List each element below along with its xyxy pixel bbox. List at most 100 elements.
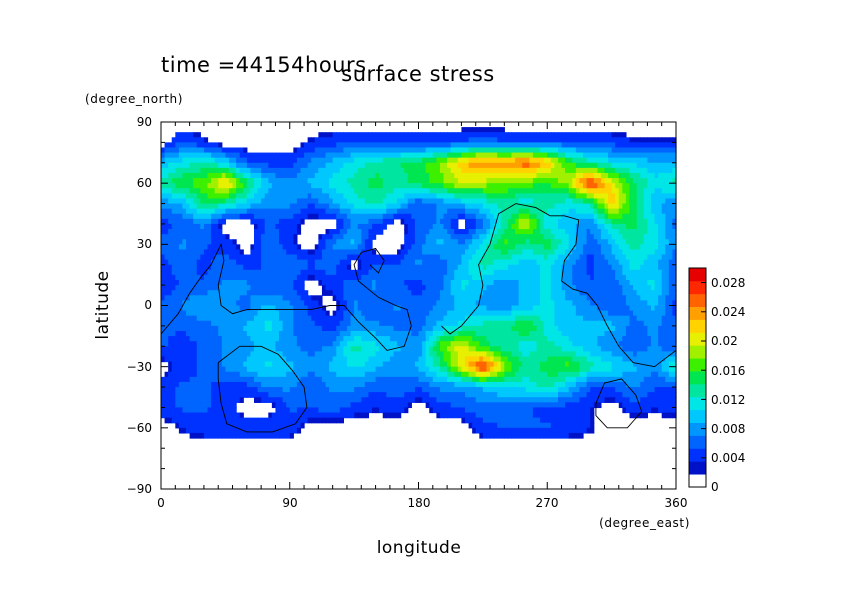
stress-cell: [650, 152, 656, 159]
stress-cell: [672, 305, 677, 312]
stress-cell: [575, 188, 581, 194]
stress-cell: [325, 249, 330, 256]
stress-cell: [593, 234, 598, 240]
stress-cell: [672, 147, 677, 154]
stress-cell: [200, 183, 205, 189]
stress-cell: [304, 208, 309, 215]
stress-cell: [525, 218, 530, 225]
stress-cell: [411, 274, 416, 281]
stress-cell: [443, 183, 448, 189]
stress-cell: [189, 132, 194, 138]
stress-cell: [336, 229, 341, 235]
stress-cell: [550, 300, 556, 307]
stress-cell: [600, 142, 606, 149]
stress-cell: [432, 290, 437, 296]
stress-cell: [493, 285, 498, 291]
stress-cell: [300, 310, 305, 317]
stress-cell: [325, 188, 330, 194]
stress-cell: [214, 178, 219, 184]
stress-cell: [540, 183, 545, 189]
stress-cell: [515, 213, 520, 220]
stress-cell: [268, 193, 273, 200]
stress-cell: [175, 239, 180, 245]
stress-cell: [314, 142, 319, 149]
stress-cell: [268, 305, 273, 312]
stress-cell: [625, 198, 631, 205]
stress-cell: [504, 259, 509, 266]
stress-cell: [572, 203, 577, 210]
stress-cell: [332, 269, 337, 276]
stress-cell: [650, 162, 656, 169]
stress-cell: [339, 274, 344, 281]
stress-cell: [611, 178, 616, 184]
stress-cell: [622, 183, 627, 189]
stress-cell: [307, 254, 312, 261]
stress-cell: [182, 295, 187, 302]
stress-cell: [357, 167, 362, 174]
stress-cell: [289, 157, 294, 164]
stress-cell: [557, 295, 563, 302]
stress-cell: [547, 152, 552, 159]
stress-cell: [161, 234, 166, 240]
stress-cell: [583, 178, 588, 184]
stress-cell: [329, 142, 334, 149]
stress-cell: [557, 259, 563, 266]
stress-cell: [468, 167, 473, 174]
stress-cell: [461, 178, 466, 184]
stress-cell: [243, 178, 248, 184]
stress-cell: [493, 213, 498, 220]
stress-cell: [511, 254, 516, 261]
stress-cell: [550, 244, 556, 251]
stress-cell: [500, 305, 505, 312]
stress-cell: [279, 213, 284, 220]
stress-cell: [554, 183, 559, 189]
stress-cell: [547, 213, 552, 220]
stress-cell: [304, 188, 309, 194]
stress-cell: [221, 274, 226, 281]
stress-cell: [629, 310, 634, 317]
stress-cell: [454, 203, 459, 210]
stress-cell: [547, 244, 552, 251]
stress-cell: [379, 274, 384, 281]
stress-cell: [572, 310, 577, 317]
stress-cell: [572, 213, 577, 220]
stress-cell: [414, 213, 420, 220]
stress-cell: [475, 132, 480, 138]
stress-cell: [482, 290, 488, 296]
stress-cell: [397, 193, 402, 200]
stress-cell: [579, 162, 584, 169]
stress-cell: [650, 280, 656, 286]
stress-cell: [311, 203, 316, 210]
stress-cell: [661, 259, 666, 266]
stress-cell: [597, 264, 602, 271]
stress-cell: [654, 285, 659, 291]
stress-cell: [572, 280, 577, 286]
stress-cell: [625, 218, 631, 225]
stress-cell: [382, 172, 387, 179]
stress-cell: [275, 234, 280, 240]
stress-cell: [293, 188, 298, 194]
stress-cell: [568, 290, 573, 296]
stress-cell: [414, 152, 420, 159]
stress-cell: [207, 162, 212, 169]
stress-cell: [640, 229, 645, 235]
stress-cell: [261, 162, 266, 169]
stress-cell: [647, 280, 652, 286]
stress-cell: [672, 259, 677, 266]
stress-cell: [228, 193, 234, 200]
stress-cell: [650, 213, 656, 220]
stress-cell: [225, 208, 230, 215]
stress-cell: [604, 290, 609, 296]
stress-cell: [268, 188, 273, 194]
stress-cell: [579, 249, 584, 256]
stress-cell: [597, 305, 602, 312]
stress-cell: [189, 162, 194, 169]
stress-cell: [604, 254, 609, 261]
stress-cell: [343, 290, 348, 296]
stress-cell: [568, 188, 573, 194]
stress-cell: [665, 147, 670, 154]
stress-cell: [482, 285, 488, 291]
stress-cell: [457, 310, 463, 317]
stress-cell: [414, 300, 420, 307]
stress-cell: [658, 162, 663, 169]
